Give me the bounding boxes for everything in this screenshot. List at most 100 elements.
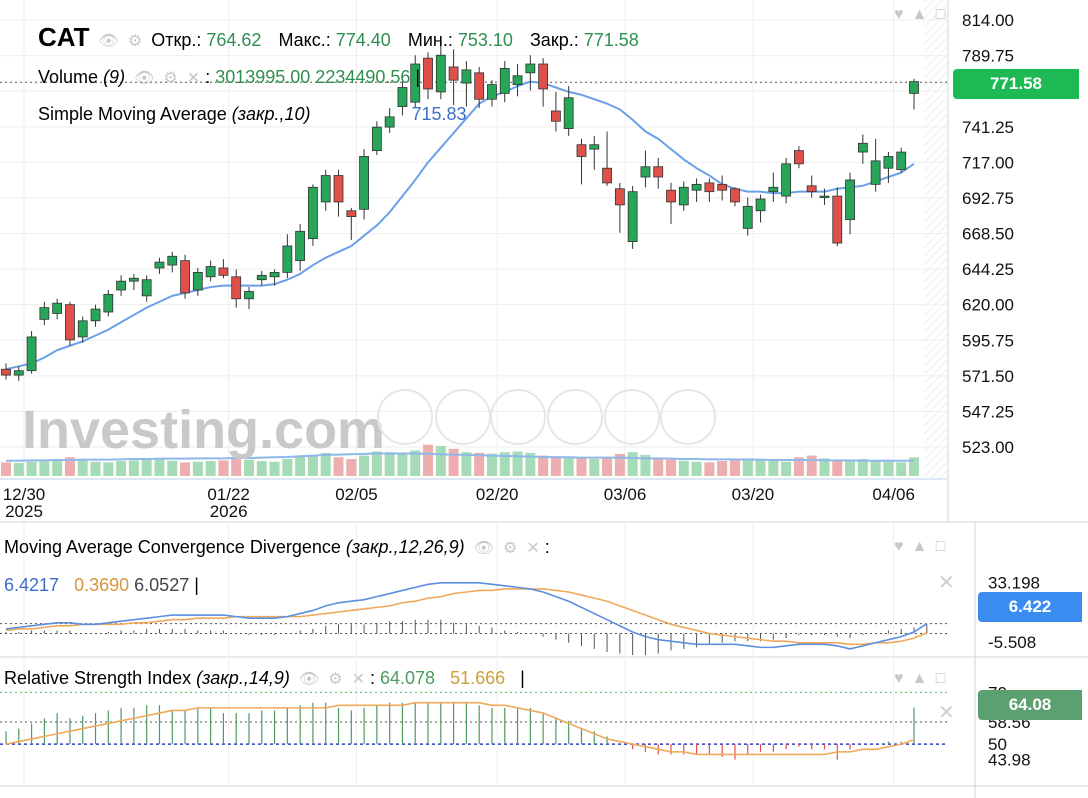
volume-bar xyxy=(602,457,613,476)
ticker-symbol: CAT xyxy=(38,22,90,52)
candle-body xyxy=(52,302,63,314)
sma-value: 715.83 xyxy=(411,104,467,124)
sma-line-layer xyxy=(5,80,915,371)
heart-icon[interactable]: ♥ xyxy=(894,670,904,687)
eye-icon[interactable]: 👁 xyxy=(134,70,155,87)
maximize-icon[interactable]: □ xyxy=(935,538,946,555)
low-value: 753.10 xyxy=(457,30,513,50)
volume-bar xyxy=(461,452,472,476)
time-axis-tick-year: 2026 xyxy=(210,502,248,521)
gear-icon[interactable]: ⚙ xyxy=(328,671,343,688)
volume-bar xyxy=(333,457,344,476)
rsi-axis-tick: 43.98 xyxy=(988,751,1031,770)
price-axis-strip xyxy=(924,0,948,480)
rsi-axis-tick: 50 xyxy=(988,735,1007,754)
price-axis-tick: 692.75 xyxy=(962,189,1014,208)
price-axis-tick: 595.75 xyxy=(962,331,1014,350)
gear-icon[interactable]: ⚙ xyxy=(163,70,178,87)
volume-bar xyxy=(742,458,753,476)
candle-body xyxy=(806,185,817,193)
price-axis-tick: 523.00 xyxy=(962,438,1014,457)
volume-bar xyxy=(819,458,830,476)
volume-bar xyxy=(870,460,881,476)
eye-icon[interactable]: 👁 xyxy=(473,540,494,557)
volume-bar xyxy=(128,460,139,476)
rsi-value-tag-text: 64.08 xyxy=(1008,695,1052,714)
price-axis-tick: 547.25 xyxy=(962,402,1014,421)
volume-bar xyxy=(909,457,919,476)
candle-body xyxy=(551,110,561,122)
candle-body xyxy=(231,276,242,300)
candle-body xyxy=(794,150,804,165)
candle-body xyxy=(704,182,715,193)
candle-body xyxy=(691,183,702,191)
volume-bar xyxy=(589,459,600,476)
grid-layer xyxy=(0,0,948,786)
heart-icon[interactable]: ♥ xyxy=(894,538,904,555)
close-icon[interactable]: ✕ xyxy=(351,671,365,688)
candle-body xyxy=(397,87,408,107)
price-panel-controls: ♥ ▲ □ xyxy=(890,6,945,24)
volume-bar xyxy=(614,453,625,476)
gear-icon[interactable]: ⚙ xyxy=(502,540,518,557)
volume-bar xyxy=(116,461,127,476)
macd-value-3: 6.0527 xyxy=(134,575,190,595)
candle-body xyxy=(717,183,728,191)
volume-baseline xyxy=(0,478,948,480)
arrow-up-icon[interactable]: ▲ xyxy=(911,538,928,555)
volume-bar xyxy=(525,452,536,476)
volume-bar xyxy=(282,459,293,476)
volume-average-line xyxy=(6,452,914,462)
rsi-panel-controls: ♥ ▲ □ xyxy=(890,670,945,688)
chart-nav-button xyxy=(660,389,716,445)
rsi-param: (закр.,14,9) xyxy=(196,668,290,688)
candle-body xyxy=(602,167,612,184)
macd-close-button[interactable]: ✕ xyxy=(938,572,955,594)
candle-body xyxy=(128,277,139,282)
high-value: 774.40 xyxy=(335,30,391,50)
arrow-up-icon[interactable]: ▲ xyxy=(911,6,928,23)
candle-body xyxy=(461,69,472,84)
candle-body xyxy=(205,266,216,278)
candle-body xyxy=(640,166,651,178)
candle-body xyxy=(448,66,459,81)
candle-body xyxy=(346,210,357,218)
rsi-close-button[interactable]: ✕ xyxy=(938,702,955,724)
gear-icon[interactable]: ⚙ xyxy=(127,33,143,50)
rsi-value-1: 64.078 xyxy=(380,668,436,688)
volume-bar xyxy=(269,461,280,476)
candle-body xyxy=(614,188,625,206)
volume-bar xyxy=(474,452,485,476)
price-axis-tick: 620.00 xyxy=(962,296,1014,315)
chart-nav-button xyxy=(547,389,603,445)
volume-bar xyxy=(205,461,216,476)
candle-body xyxy=(781,163,792,197)
high-label: Макс.: xyxy=(278,30,331,50)
candle-body xyxy=(538,63,549,90)
arrow-up-icon[interactable]: ▲ xyxy=(911,670,928,687)
volume-bar xyxy=(180,462,191,476)
volume-bar xyxy=(90,461,101,476)
candle-body xyxy=(845,179,855,220)
volume-bar xyxy=(563,457,574,476)
candle-body xyxy=(512,75,523,85)
maximize-icon[interactable]: □ xyxy=(935,670,946,687)
macd-line xyxy=(5,581,928,650)
rsi-value-tag: 64.08 xyxy=(978,690,1082,720)
candle-body xyxy=(832,195,843,244)
close-icon[interactable]: ✕ xyxy=(186,70,201,87)
eye-icon[interactable]: 👁 xyxy=(298,671,320,688)
candle-body xyxy=(730,188,740,203)
macd-legend: Moving Average Convergence Divergence (з… xyxy=(4,537,550,557)
volume-bar xyxy=(486,453,497,476)
candle-body xyxy=(678,186,689,206)
heart-icon[interactable]: ♥ xyxy=(894,6,904,23)
eye-icon[interactable]: 👁 xyxy=(98,33,119,50)
maximize-icon[interactable]: □ xyxy=(935,6,946,23)
volume-bar xyxy=(755,459,766,476)
volume-bar xyxy=(666,459,677,476)
volume-bar xyxy=(423,444,434,476)
close-icon[interactable]: ✕ xyxy=(526,540,540,557)
macd-value-2: 0.3690 xyxy=(74,575,130,595)
